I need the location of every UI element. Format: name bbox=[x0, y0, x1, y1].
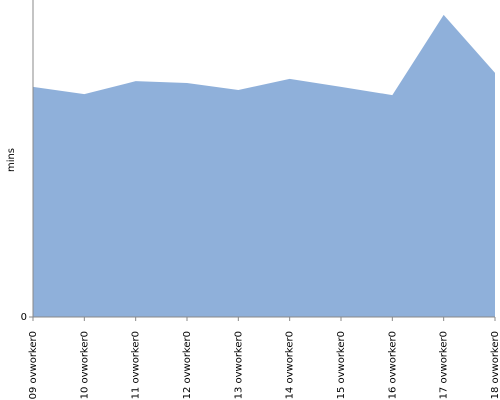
area bbox=[33, 14, 495, 318]
x-tick-label: #210 ovworker0 bbox=[79, 331, 90, 400]
y-tick-label: 0 bbox=[21, 312, 27, 323]
x-tick-label: #215 ovworker0 bbox=[336, 331, 347, 400]
x-tick-label: #218 ovworker0 bbox=[490, 331, 500, 400]
x-tick-label: #212 ovworker0 bbox=[182, 331, 193, 400]
x-tick-label: #217 ovworker0 bbox=[439, 331, 450, 400]
x-tick-label: #213 ovworker0 bbox=[233, 331, 244, 400]
x-tick-label: #216 ovworker0 bbox=[387, 331, 398, 400]
x-tick-label: #214 ovworker0 bbox=[285, 331, 296, 400]
x-tick-label: #211 ovworker0 bbox=[131, 331, 142, 400]
y-axis-label: mins bbox=[6, 148, 17, 172]
x-tick-label: #209 ovworker0 bbox=[28, 331, 39, 400]
